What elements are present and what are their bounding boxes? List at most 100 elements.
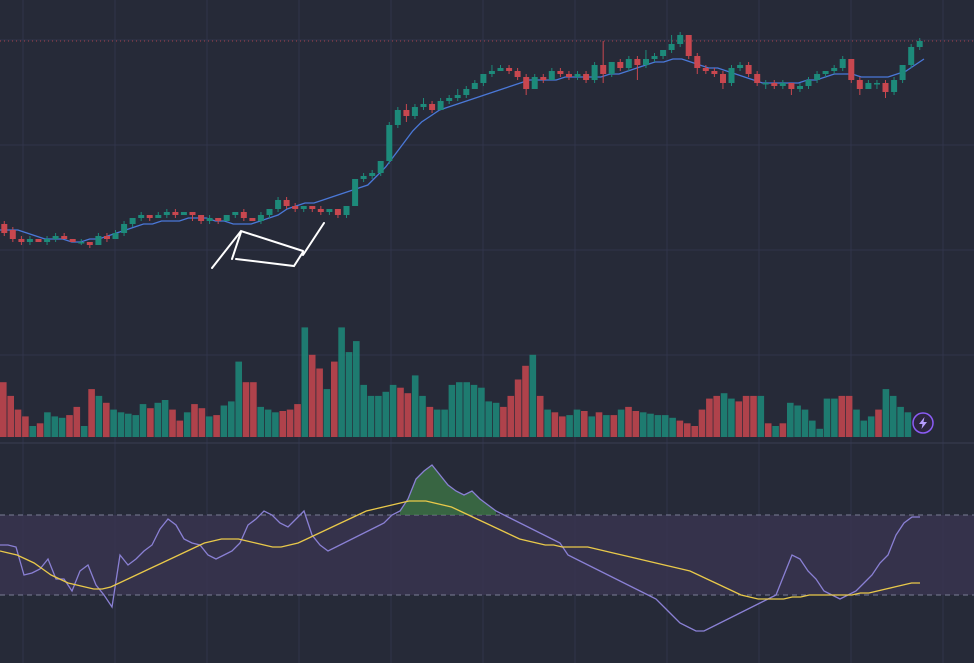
flag-pattern-drawing[interactable] <box>211 222 325 269</box>
volume-bar[interactable] <box>456 382 463 437</box>
volume-bar[interactable] <box>404 393 412 437</box>
candle[interactable] <box>215 218 222 224</box>
volume-bar[interactable] <box>764 423 772 437</box>
candle[interactable] <box>121 221 128 236</box>
candle[interactable] <box>548 68 555 80</box>
volume-bar[interactable] <box>316 368 323 438</box>
volume-bar[interactable] <box>73 406 81 437</box>
volume-bar[interactable] <box>0 382 7 437</box>
rsi-line[interactable] <box>0 464 920 632</box>
candle[interactable] <box>557 68 564 77</box>
candle[interactable] <box>240 209 247 221</box>
candle[interactable] <box>471 80 478 89</box>
volume-bar[interactable] <box>544 409 551 437</box>
candle[interactable] <box>146 215 153 221</box>
candle[interactable] <box>762 80 769 89</box>
candle[interactable] <box>882 80 889 98</box>
volume-bar[interactable] <box>522 365 529 437</box>
volume-bar[interactable] <box>801 409 809 437</box>
candle[interactable] <box>754 71 761 86</box>
volume-bar[interactable] <box>213 415 220 437</box>
volume-bar[interactable] <box>14 409 22 437</box>
volume-bar[interactable] <box>367 395 375 437</box>
candle[interactable] <box>745 62 752 77</box>
candle[interactable] <box>104 233 110 242</box>
candle[interactable] <box>411 104 418 119</box>
volume-bar[interactable] <box>882 389 890 437</box>
candle[interactable] <box>771 80 778 89</box>
volume-bar[interactable] <box>272 412 279 437</box>
volume-bar[interactable] <box>485 401 492 437</box>
volume-bar[interactable] <box>29 426 36 437</box>
volume-bar[interactable] <box>684 423 691 437</box>
candle[interactable] <box>779 80 786 89</box>
flag-lower-line[interactable] <box>235 251 304 268</box>
volume-bar[interactable] <box>103 402 110 438</box>
volume-bar[interactable] <box>220 405 228 438</box>
volume-bar[interactable] <box>66 415 73 437</box>
volume-bar[interactable] <box>345 352 353 437</box>
candle[interactable] <box>112 230 119 239</box>
candle[interactable] <box>805 77 812 89</box>
candle[interactable] <box>523 74 530 95</box>
volume-bar[interactable] <box>625 406 632 437</box>
candle[interactable] <box>608 62 615 77</box>
volume-bar[interactable] <box>536 395 544 437</box>
volume-bar[interactable] <box>794 405 801 438</box>
volume-bar[interactable] <box>397 387 404 437</box>
candle[interactable] <box>737 62 744 71</box>
candle[interactable] <box>95 233 102 245</box>
volume-bar[interactable] <box>853 409 860 437</box>
candle[interactable] <box>292 203 299 212</box>
volume-bar[interactable] <box>728 398 735 437</box>
volume-bar[interactable] <box>191 404 198 437</box>
volume-bar[interactable] <box>88 389 95 437</box>
volume-bar[interactable] <box>58 417 66 437</box>
candle[interactable] <box>566 71 572 80</box>
volume-bar[interactable] <box>95 395 103 437</box>
volume-bar[interactable] <box>375 395 382 437</box>
candle[interactable] <box>309 206 316 212</box>
candle[interactable] <box>497 65 504 71</box>
candle[interactable] <box>61 233 68 239</box>
candle[interactable] <box>223 215 230 221</box>
candle[interactable] <box>617 59 624 71</box>
candle[interactable] <box>275 197 282 212</box>
candle[interactable] <box>685 35 692 59</box>
volume-bar[interactable] <box>411 375 419 437</box>
volume-bar[interactable] <box>559 416 566 437</box>
volume-bar[interactable] <box>661 415 669 437</box>
volume-bar[interactable] <box>205 416 213 437</box>
volume-bar[interactable] <box>654 415 662 437</box>
volume-bar[interactable] <box>492 402 500 438</box>
candle[interactable] <box>403 104 410 122</box>
volume-bar[interactable] <box>507 395 515 437</box>
volume-bar[interactable] <box>338 327 345 437</box>
price-pane[interactable] <box>0 32 974 248</box>
volume-bar[interactable] <box>22 416 29 437</box>
candle[interactable] <box>138 212 145 221</box>
volume-bar[interactable] <box>581 411 588 437</box>
candle[interactable] <box>360 173 367 182</box>
volume-bar[interactable] <box>308 354 316 437</box>
candle[interactable] <box>531 74 538 89</box>
volume-bar[interactable] <box>360 384 367 437</box>
volume-bar[interactable] <box>838 395 846 437</box>
volume-bar[interactable] <box>110 409 117 437</box>
candle[interactable] <box>283 197 290 209</box>
volume-bar[interactable] <box>588 416 595 437</box>
candle[interactable] <box>52 233 59 242</box>
volume-bar[interactable] <box>279 411 287 437</box>
volume-bar[interactable] <box>603 415 610 437</box>
volume-bar[interactable] <box>51 416 59 437</box>
candle[interactable] <box>180 212 187 215</box>
candle[interactable] <box>129 218 136 227</box>
volume-bar[interactable] <box>294 404 301 437</box>
volume-bar[interactable] <box>787 402 794 438</box>
volume-bar[interactable] <box>750 395 757 437</box>
volume-bar[interactable] <box>331 361 338 437</box>
volume-bar[interactable] <box>713 395 720 437</box>
breakout-line[interactable] <box>302 222 325 256</box>
volume-bar[interactable] <box>647 413 654 437</box>
